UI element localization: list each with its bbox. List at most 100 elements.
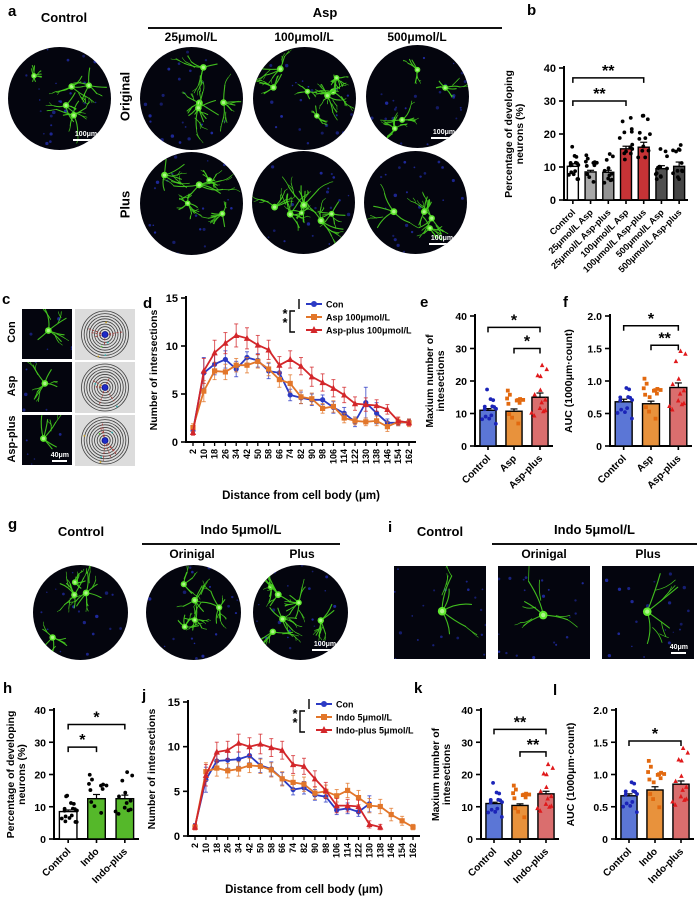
- svg-text:0: 0: [172, 437, 178, 449]
- svg-text:18: 18: [210, 449, 220, 459]
- svg-text:15: 15: [168, 697, 180, 709]
- scalebar-line: [671, 652, 687, 654]
- scalebar-label: 40μm: [50, 452, 69, 459]
- svg-text:5: 5: [174, 786, 180, 798]
- svg-text:Asp-plus 100μmol/L: Asp-plus 100μmol/L: [326, 326, 412, 336]
- svg-text:40: 40: [461, 705, 473, 717]
- svg-text:58: 58: [266, 843, 276, 853]
- scalebar-line: [429, 243, 455, 245]
- scalebar-label: 40μm: [669, 644, 688, 651]
- svg-text:20: 20: [461, 770, 473, 782]
- svg-text:20: 20: [455, 376, 467, 388]
- sholl-c-asp: [75, 362, 135, 413]
- svg-text:Asp: Asp: [635, 453, 656, 474]
- svg-text:0.5: 0.5: [593, 802, 608, 814]
- panel-g-group-underline: [142, 543, 340, 545]
- panel-a-dose-25: 25μmol/L: [164, 30, 218, 44]
- svg-text:26: 26: [220, 449, 230, 459]
- svg-text:98: 98: [318, 449, 328, 459]
- panel-i-sub-plus: Plus: [635, 547, 661, 561]
- panel-i-control-label: Control: [416, 524, 464, 539]
- svg-text:intesections: intesections: [441, 744, 453, 805]
- svg-text:0: 0: [596, 441, 602, 453]
- svg-text:10: 10: [199, 449, 209, 459]
- svg-text:Maxium number of: Maxium number of: [424, 334, 436, 428]
- svg-text:10: 10: [461, 802, 473, 814]
- panel-d-tag: d: [143, 295, 153, 312]
- svg-text:neurons (%): neurons (%): [16, 744, 28, 805]
- svg-text:Number of intersections: Number of intersections: [146, 708, 158, 829]
- svg-text:Control: Control: [601, 846, 634, 879]
- panel-c-row-asp: Asp: [6, 375, 18, 397]
- svg-text:Number of intersections: Number of intersections: [148, 309, 160, 430]
- svg-text:neurons (%): neurons (%): [514, 104, 526, 165]
- panel-e-chart: 0 10 20 30 40 Maxium number of intesections Con…: [421, 292, 561, 504]
- svg-text:Control: Control: [40, 846, 73, 879]
- micrograph-a-original-500: 100μm: [366, 45, 469, 148]
- svg-text:Asp: Asp: [498, 453, 519, 474]
- svg-text:Percentage of developing: Percentage of developing: [503, 70, 515, 198]
- micrograph-g-control: [33, 565, 128, 660]
- svg-text:Distance from cell body (μm): Distance from cell body (μm): [225, 884, 383, 896]
- panel-i-sub-orinigal: Orinigal: [521, 547, 567, 561]
- svg-text:1.5: 1.5: [587, 344, 602, 356]
- panel-a-group-underline: [148, 27, 502, 29]
- svg-text:*: *: [292, 706, 298, 721]
- svg-text:0: 0: [174, 831, 180, 843]
- svg-text:122: 122: [350, 449, 360, 464]
- panel-h-chart: 0 10 20 30 40 Percentage of developing neurons…: [2, 688, 145, 897]
- svg-text:*: *: [282, 315, 288, 330]
- svg-text:130: 130: [364, 843, 374, 858]
- svg-text:10: 10: [544, 162, 556, 174]
- micrograph-g-plus: 100μm: [253, 565, 348, 660]
- svg-text:Maxium number of: Maxium number of: [430, 727, 442, 821]
- panel-a-row-plus: Plus: [117, 190, 133, 219]
- svg-text:Indo: Indo: [79, 846, 102, 869]
- svg-text:146: 146: [382, 449, 392, 464]
- svg-text:Control: Control: [466, 846, 499, 879]
- panel-k-chart: 0 10 20 30 40 Maxium number of intesections Con…: [427, 688, 565, 897]
- scalebar-label: 100μm: [432, 129, 456, 136]
- svg-text:74: 74: [285, 449, 295, 459]
- svg-text:Indo: Indo: [637, 846, 660, 869]
- svg-text:10: 10: [455, 409, 467, 421]
- svg-text:AUC (1000μm·count): AUC (1000μm·count): [563, 329, 575, 433]
- svg-text:Indo: Indo: [502, 846, 525, 869]
- svg-text:40: 40: [34, 705, 46, 717]
- svg-text:58: 58: [264, 449, 274, 459]
- svg-text:AUC (1000μm·count): AUC (1000μm·count): [565, 723, 577, 827]
- micrograph-c-asp: [22, 362, 72, 412]
- svg-text:1.0: 1.0: [587, 376, 602, 388]
- svg-text:106: 106: [332, 843, 342, 858]
- svg-text:*: *: [292, 715, 298, 730]
- svg-text:intesections: intesections: [435, 350, 447, 411]
- panel-l-tag: l: [553, 682, 558, 699]
- svg-text:*: *: [648, 311, 655, 328]
- micrograph-i-control: [394, 566, 486, 659]
- svg-text:40: 40: [455, 311, 467, 323]
- svg-text:**: **: [527, 737, 540, 754]
- scalebar-line: [312, 649, 338, 651]
- scalebar-line: [52, 460, 68, 462]
- scalebar-line: [73, 139, 99, 141]
- svg-text:Con: Con: [336, 700, 354, 710]
- svg-text:146: 146: [386, 843, 396, 858]
- svg-text:34: 34: [234, 843, 244, 853]
- panel-k-tag: k: [414, 680, 423, 697]
- svg-text:Indo-plus 5μmol/L: Indo-plus 5μmol/L: [336, 726, 414, 736]
- svg-text:0: 0: [40, 834, 46, 846]
- svg-text:26: 26: [223, 843, 233, 853]
- svg-text:30: 30: [544, 96, 556, 108]
- svg-text:10: 10: [34, 802, 46, 814]
- svg-text:162: 162: [404, 449, 414, 464]
- svg-text:74: 74: [288, 843, 298, 853]
- panel-a-control-label: Control: [40, 10, 88, 25]
- panel-i-group-underline: [492, 543, 697, 545]
- panel-g-sub-orinigal: Orinigal: [169, 547, 215, 561]
- panel-g-control-label: Control: [57, 524, 105, 539]
- svg-text:10: 10: [201, 843, 211, 853]
- svg-text:Distance from cell body (μm): Distance from cell body (μm): [222, 490, 380, 502]
- panel-a-dose-500: 500μmol/L: [387, 30, 447, 44]
- svg-text:122: 122: [354, 843, 364, 858]
- panel-i-tag: i: [388, 519, 393, 536]
